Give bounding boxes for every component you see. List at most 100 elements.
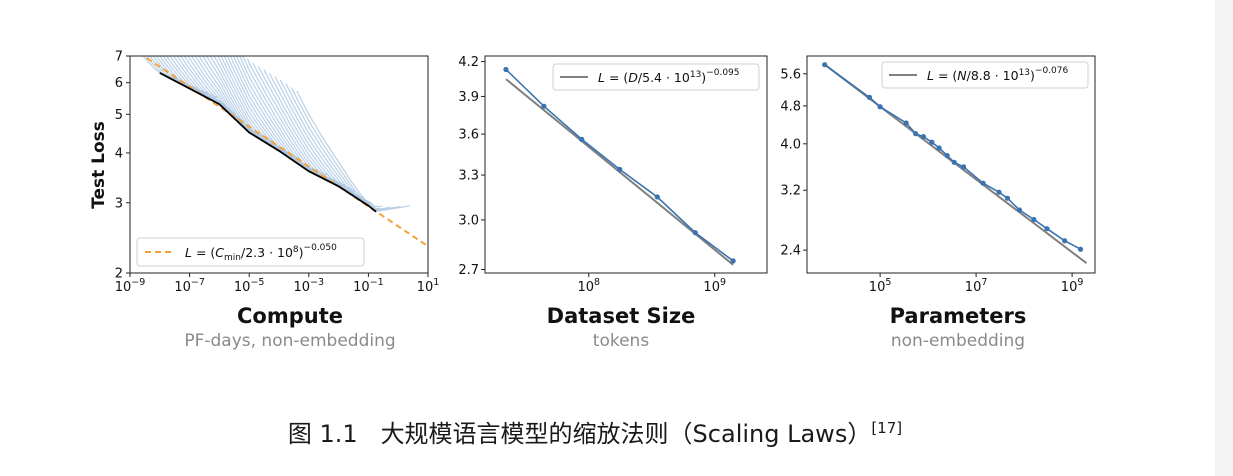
learning-curve: [202, 56, 281, 148]
dataset-x-tick-label: 109: [703, 277, 726, 295]
parameters-data-point: [1077, 246, 1084, 252]
learning-curve: [162, 56, 216, 100]
learning-curve: [158, 56, 206, 95]
compute-legend-box: [136, 237, 365, 267]
compute-panel: 2 3 4 5 6 7 10−9 10−7 10−5 10−3 10−1 101 Test Loss L …: [89, 50, 440, 296]
dataset-panel: 2.7 3.0 3.3 3.6 3.9 4.2 108 109 L = (D/5.4 · 101…: [458, 55, 768, 295]
parameters-legend-box: [881, 61, 1089, 89]
caption-label: 图 1.1: [287, 420, 358, 448]
dataset-axes-frame: [484, 55, 768, 274]
parameters-data-point: [1004, 195, 1011, 201]
dataset-y-tick-label: 3.6: [458, 128, 479, 143]
learning-curve: [290, 87, 401, 211]
dataset-subtitle: tokens: [592, 331, 650, 351]
dataset-y-tick-label: 4.2: [458, 55, 479, 70]
compute-x-tick-label: 101: [417, 277, 440, 295]
compute-plot-area: [141, 56, 428, 248]
dataset-title: Dataset Size: [546, 304, 696, 328]
dataset-data-point: [692, 230, 698, 236]
dataset-legend: L = (D/5.4 · 1013)−0.095: [552, 63, 760, 91]
parameters-data-point: [822, 62, 828, 68]
compute-y-tick-label: 6: [115, 76, 123, 91]
parameters-data-point: [1031, 216, 1037, 223]
parameters-data-point: [877, 104, 883, 110]
parameters-axes-frame: [806, 55, 1096, 274]
learning-curve: [145, 56, 188, 85]
dataset-y-tick-label: 3.3: [458, 169, 479, 184]
learning-curve: [268, 72, 383, 208]
parameters-data-point: [980, 180, 986, 186]
learning-curve: [285, 83, 391, 211]
compute-x-tick-label: 10−3: [294, 277, 325, 295]
parameters-title: Parameters: [889, 304, 1027, 328]
learning-curve: [209, 56, 301, 161]
parameters-y-tick-label: 2.4: [780, 244, 801, 259]
compute-legend: L = (Cmin/2.3 · 108)−0.050: [136, 237, 365, 267]
learning-curve: [274, 76, 371, 205]
parameters-x-tick-label: 107: [965, 277, 988, 295]
compute-subtitle: PF-days, non-embedding: [184, 331, 396, 351]
learning-curve: [205, 56, 291, 154]
learning-curve: [257, 66, 363, 199]
compute-axes-frame: [129, 55, 429, 274]
compute-x-tick-label: 10−1: [353, 277, 384, 295]
compute-y-axis-label: Test Loss: [89, 121, 109, 209]
dataset-data-point: [654, 194, 660, 200]
parameters-data-line: [824, 64, 1081, 250]
compute-legend-label: L = (Cmin/2.3 · 108)−0.050: [185, 243, 337, 263]
dataset-legend-label: L = (D/5.4 · 1013)−0.095: [598, 68, 740, 85]
dataset-y-tick-label: 3.0: [458, 213, 479, 228]
dataset-legend-box: [552, 63, 760, 91]
parameters-data-point: [936, 145, 942, 151]
compute-x-tick-label: 10−9: [115, 277, 146, 295]
compute-x-tick-label: 10−5: [234, 277, 265, 295]
dataset-x-tick-label: 108: [577, 277, 600, 295]
dataset-y-tick-label: 2.7: [458, 263, 479, 278]
parameters-data-point: [1016, 207, 1023, 213]
learning-curve: [226, 56, 328, 176]
parameters-subtitle: non-embedding: [890, 331, 1026, 351]
compute-y-tick-label: 3: [115, 196, 123, 211]
learning-curve: [190, 56, 273, 142]
dataset-data-line: [505, 68, 734, 262]
compute-y-tick-label: 2: [115, 267, 123, 282]
parameters-y-tick-label: 4.8: [780, 99, 801, 114]
learning-curve: [235, 56, 336, 181]
learning-curve: [296, 90, 411, 213]
learning-curve: [242, 56, 356, 192]
parameters-data-point: [1044, 226, 1050, 232]
caption-text: 大规模语言模型的缩放法则（Scaling Laws）: [380, 420, 872, 448]
learning-curve: [155, 56, 218, 99]
dataset-data-point: [579, 136, 585, 142]
page-side-strip: [1215, 0, 1233, 476]
parameters-data-point: [961, 164, 967, 170]
parameters-x-tick-label: 105: [869, 277, 892, 295]
compute-y-tick-label: 5: [115, 108, 123, 123]
dataset-y-tick-label: 3.9: [458, 90, 479, 105]
parameters-y-tick-label: 4.0: [780, 137, 801, 152]
parameters-data-point: [866, 94, 873, 100]
parameters-x-tick-label: 109: [1061, 277, 1084, 295]
parameters-legend-label: L = (N/8.8 · 1013)−0.076: [927, 66, 1068, 83]
parameters-data-point: [944, 152, 950, 159]
parameters-data-point: [929, 139, 935, 145]
compute-y-tick-label: 4: [115, 146, 123, 161]
compute-frontier-line: [159, 72, 377, 213]
parameters-legend: L = (N/8.8 · 1013)−0.076: [881, 61, 1089, 89]
figure-caption: 图 1.1 大规模语言模型的缩放法则（Scaling Laws）[17]: [0, 414, 1190, 449]
parameters-data-point: [920, 134, 927, 140]
learning-curve: [172, 56, 246, 124]
dataset-data-point: [617, 166, 623, 172]
parameters-panel: 2.4 3.2 4.0 4.8 5.6 105 107 109 L = (N/8.8 · 101…: [780, 55, 1096, 295]
dataset-data-point: [541, 103, 547, 109]
parameters-data-point: [996, 189, 1002, 195]
parameters-y-tick-label: 3.2: [780, 184, 801, 199]
compute-x-tick-label: 10−7: [174, 277, 205, 295]
caption-reference: [17]: [871, 419, 903, 437]
parameters-data-point: [913, 131, 919, 137]
learning-curve: [223, 56, 318, 172]
compute-title: Compute: [237, 304, 343, 328]
learning-curve: [263, 69, 373, 205]
learning-curve: [220, 56, 308, 167]
